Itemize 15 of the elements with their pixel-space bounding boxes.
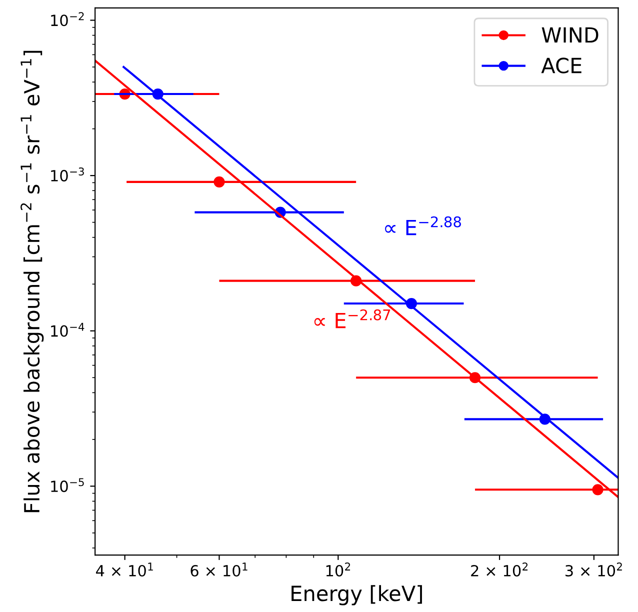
x-axis-title: Energy [keV] <box>292 585 422 606</box>
x-tick-label: 2 × 10$^{2}$ <box>471 562 528 577</box>
y-tick-label: 10$^{−2}$ <box>51 12 84 26</box>
annotation: ∝ E$^{−2.87}$ <box>314 309 390 328</box>
x-tick-label: 3 × 10$^{2}$ <box>566 562 622 577</box>
x-tick-label: 10$^{2}$ <box>326 562 350 577</box>
annotation: ∝ E$^{−2.88}$ <box>385 216 461 236</box>
y-tick-label: 10$^{−4}$ <box>51 322 84 337</box>
x-tick-label: 6 × 10$^{1}$ <box>190 562 248 577</box>
text: Flux above background [cm$^{−2}$ s$^{−1}$ sr$^{−1}$ eV$^{−1}$] <box>20 50 44 512</box>
legend-label: ACE <box>541 58 582 74</box>
legend-label: WIND <box>542 27 598 43</box>
y-tick-label: 10$^{−5}$ <box>51 478 84 492</box>
x-tick-label: 4 × 10$^{1}$ <box>96 562 153 577</box>
y-tick-label: 10$^{−3}$ <box>51 167 84 182</box>
